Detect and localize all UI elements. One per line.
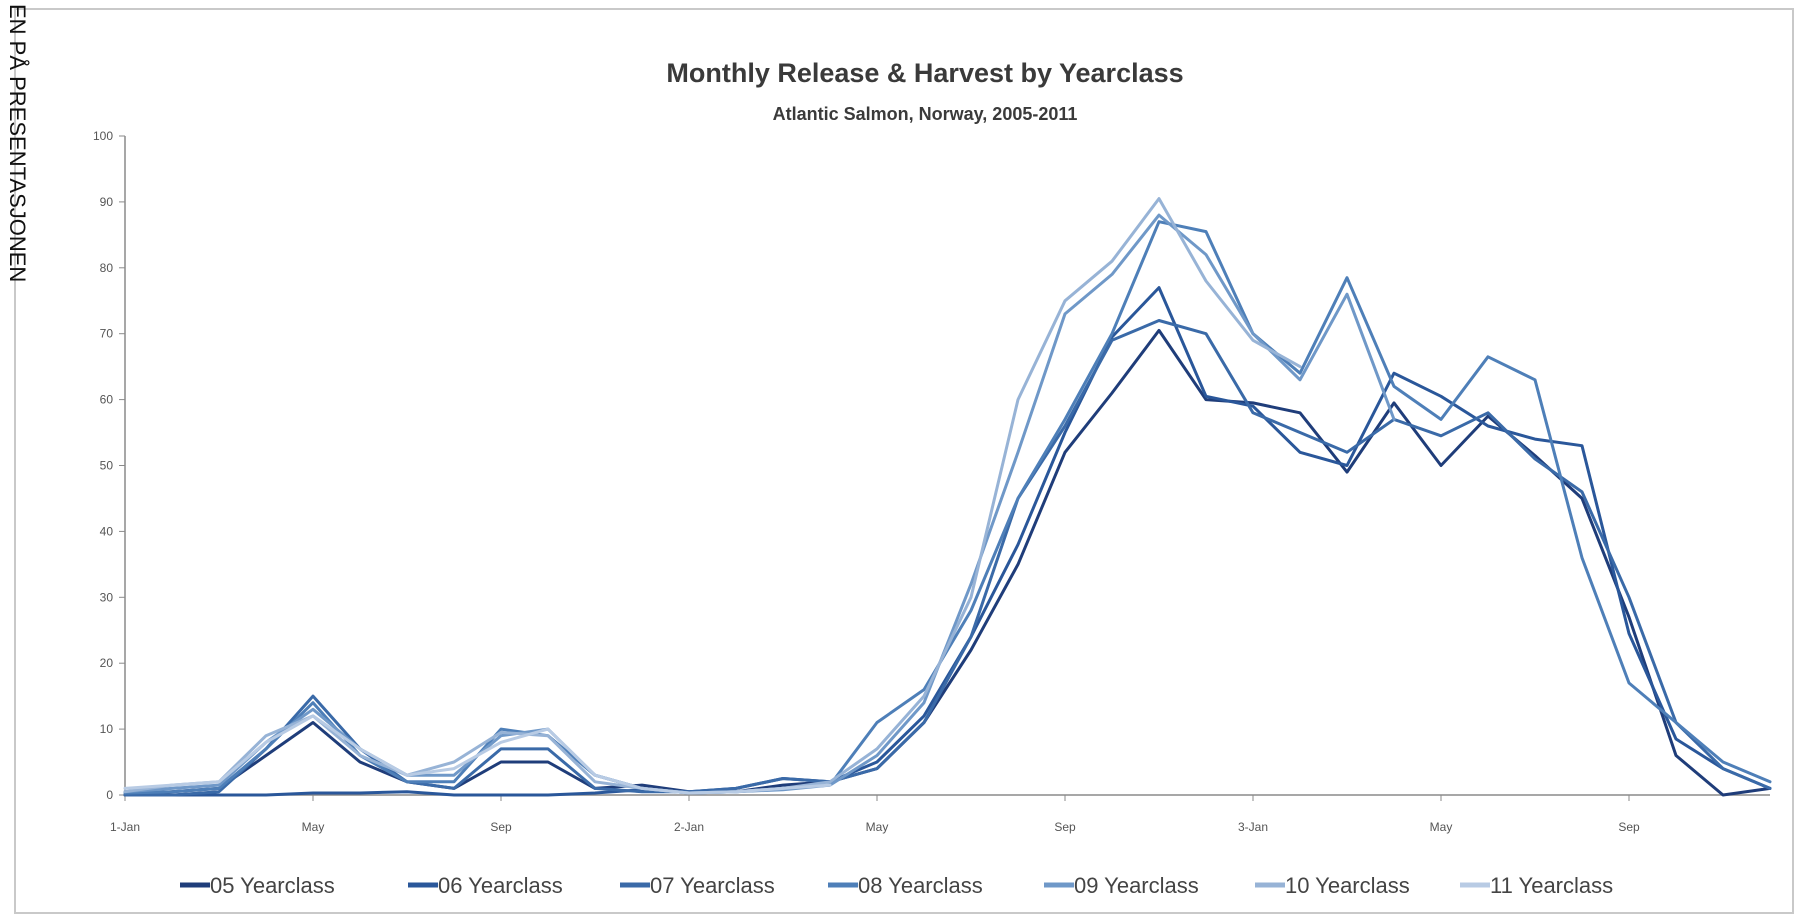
x-tick-label: 3-Jan bbox=[1238, 820, 1268, 834]
x-tick-label: Sep bbox=[490, 820, 512, 834]
y-tick-label: 50 bbox=[100, 459, 114, 473]
legend-label: 11 Yearclass bbox=[1490, 873, 1613, 898]
x-tick-label: Sep bbox=[1054, 820, 1076, 834]
legend: 05 Yearclass 06 Yearclass 07 Yearclass 08 Y… bbox=[180, 873, 1613, 898]
y-tick-label: 30 bbox=[100, 590, 114, 604]
y-tick-label: 10 bbox=[100, 722, 114, 736]
y-tick-label: 60 bbox=[100, 393, 114, 407]
x-tick-label: May bbox=[302, 820, 325, 834]
legend-label: 08 Yearclass bbox=[858, 873, 983, 898]
x-tick-label: Sep bbox=[1618, 820, 1640, 834]
x-tick-label: May bbox=[866, 820, 889, 834]
y-tick-label: 90 bbox=[100, 195, 114, 209]
chart-frame bbox=[14, 8, 1794, 914]
y-tick-label: 100 bbox=[93, 129, 113, 143]
series-line-4 bbox=[123, 220, 1772, 795]
y-tick-label: 20 bbox=[100, 656, 114, 670]
x-tick-label: 1-Jan bbox=[110, 820, 140, 834]
y-tick-label: 0 bbox=[106, 788, 113, 802]
y-tick-label: 80 bbox=[100, 261, 114, 275]
x-tick-label: 2-Jan bbox=[674, 820, 704, 834]
series-line-6 bbox=[123, 197, 1302, 795]
legend-label: 09 Yearclass bbox=[1074, 873, 1199, 898]
series-line-3 bbox=[123, 319, 1772, 797]
side-label-text: EN PÅ PRESENTASJONEN bbox=[5, 4, 30, 282]
chart-subtitle: Atlantic Salmon, Norway, 2005-2011 bbox=[773, 104, 1078, 124]
legend-label: 05 Yearclass bbox=[210, 873, 335, 898]
legend-label: 10 Yearclass bbox=[1285, 873, 1410, 898]
series-group bbox=[123, 197, 1772, 797]
legend-label: 06 Yearclass bbox=[438, 873, 563, 898]
series-line-1 bbox=[123, 328, 1772, 797]
x-tick-label: May bbox=[1430, 820, 1453, 834]
legend-label: 07 Yearclass bbox=[650, 873, 775, 898]
series-line-7 bbox=[123, 714, 832, 795]
series-line-2 bbox=[123, 286, 1772, 797]
side-label: EN PÅ PRESENTASJONEN bbox=[5, 4, 30, 282]
chart-title: Monthly Release & Harvest by Yearclass bbox=[666, 58, 1183, 88]
y-tick-label: 40 bbox=[100, 524, 114, 538]
axes: 0 10 20 30 40 50 60 70 80 90 100 1-Jan May Sep 2-Jan Ma… bbox=[93, 129, 1770, 834]
y-tick-label: 70 bbox=[100, 327, 114, 341]
